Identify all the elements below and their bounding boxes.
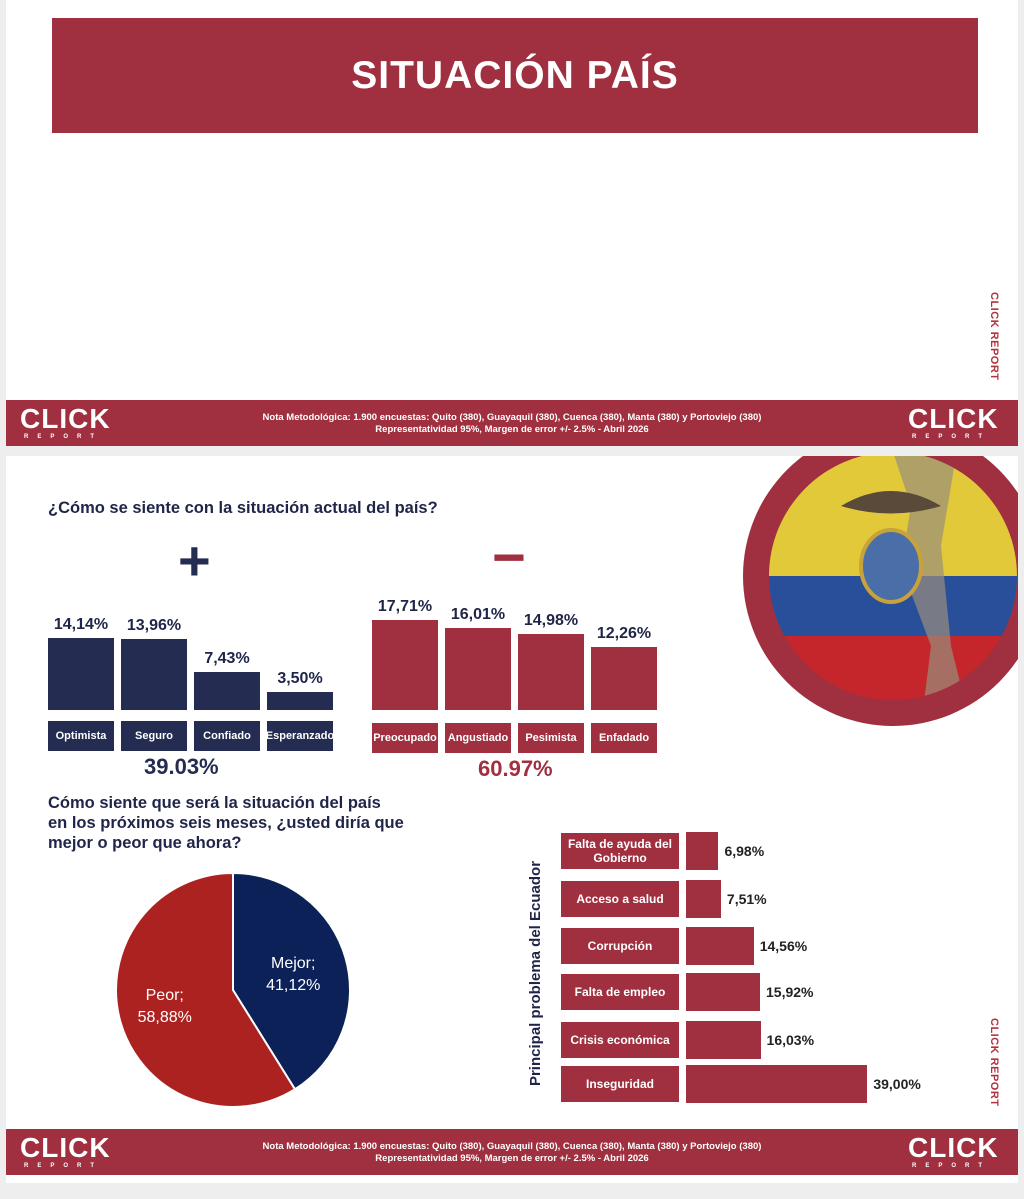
outlook-pie-chart: Mejor; 41,12% Peor; 58,88% [115,871,351,1108]
bar-value-label: 12,26% [596,625,652,643]
title-banner: SITUACIÓN PAÍS [52,18,978,133]
side-brand: CLICK REPORT [988,1018,1000,1107]
hbar-value-label: 15,92% [766,984,814,1000]
category-label: Enfadado [591,723,657,753]
hbar-value-label: 14,56% [759,938,808,954]
category-label: Seguro [121,721,187,751]
hbar [686,1021,761,1059]
hbar [686,832,719,870]
chart-bar [445,628,511,710]
methodology-note: Nota Metodológica: 1.900 encuestas: Quit… [262,1141,762,1164]
slide-title: SITUACIÓN PAÍS [351,53,679,97]
bar-value-label: 14,14% [53,615,109,633]
click-logo: CLICK REPORT [20,1132,111,1170]
category-label: Pesimista [518,723,584,753]
hbar-category-label: Inseguridad [561,1066,679,1102]
chart-bar [194,672,260,710]
chart-bar [591,647,657,710]
chart-bar [372,619,438,710]
hbar-category-label: Crisis económica [561,1022,679,1058]
bar-value-label: 7,43% [204,650,250,668]
hbar-value-label: 39,00% [873,1076,921,1092]
bar-value-label: 16,01% [450,606,506,624]
group-total: 60.97% [478,756,553,781]
click-logo: CLICK REPORT [908,403,999,441]
minus-sign-icon: − [492,525,526,590]
hbar-category-label: Corrupción [561,928,679,964]
question-2: Cómo siente que será la situación del pa… [48,794,404,852]
pie-slice-value: 58,88% [138,1009,192,1026]
title-slide: SITUACIÓN PAÍS CLICK REPORT CLICK REPORT … [6,0,1018,446]
ecuador-flag-image [743,456,1018,726]
hbar-value-label: 7,51% [726,891,767,907]
hbar-value-label: 16,03% [766,1032,815,1048]
methodology-note: Nota Metodológica: 1.900 encuestas: Quit… [262,412,762,435]
click-logo: CLICK REPORT [20,403,111,441]
footer-bar: CLICK REPORT Nota Metodológica: 1.900 enc… [6,1129,1018,1175]
hbar-category-label: Acceso a salud [561,881,679,917]
pie-slice [115,871,297,1108]
hbar-value-label: 6,98% [724,843,765,859]
bar-value-label: 3,50% [277,670,323,688]
chart-slide: ¿Cómo se siente con la situación actual … [6,456,1018,1183]
pie-slice-name: Peor; [146,987,184,1004]
category-label: Optimista [48,721,114,751]
hbar [686,973,761,1011]
category-label: Confiado [194,721,260,751]
question-1: ¿Cómo se siente con la situación actual … [48,499,438,517]
hbar-axis-label: Principal problema del Ecuador [527,860,545,1086]
hbar-category-label: Falta de empleo [561,974,679,1010]
bar-value-label: 13,96% [126,616,182,634]
hbar [686,880,721,918]
chart-bar [267,692,333,710]
plus-sign-icon: + [178,529,211,592]
hbar-category-label: Falta de ayuda del Gobierno [561,833,679,869]
bar-value-label: 14,98% [523,611,579,629]
click-logo: CLICK REPORT [908,1132,999,1170]
side-brand: CLICK REPORT [988,292,1000,381]
pie-slice-name: Mejor; [271,955,315,972]
bar-value-label: 17,71% [377,597,433,615]
hbar [686,1065,868,1103]
chart-bar [518,633,584,710]
category-label: Angustiado [445,723,511,753]
chart-bar [48,637,114,710]
group-total: 39.03% [144,754,219,779]
footer-bar: CLICK REPORT Nota Metodológica: 1.900 enc… [6,400,1018,446]
pie-slice-value: 41,12% [266,977,320,994]
category-label: Preocupado [372,723,438,753]
hbar-axis-label-box: Principal problema del Ecuador [524,844,548,1102]
hbar [686,927,754,965]
category-label: Esperanzado [266,721,334,751]
chart-bar [121,638,187,710]
